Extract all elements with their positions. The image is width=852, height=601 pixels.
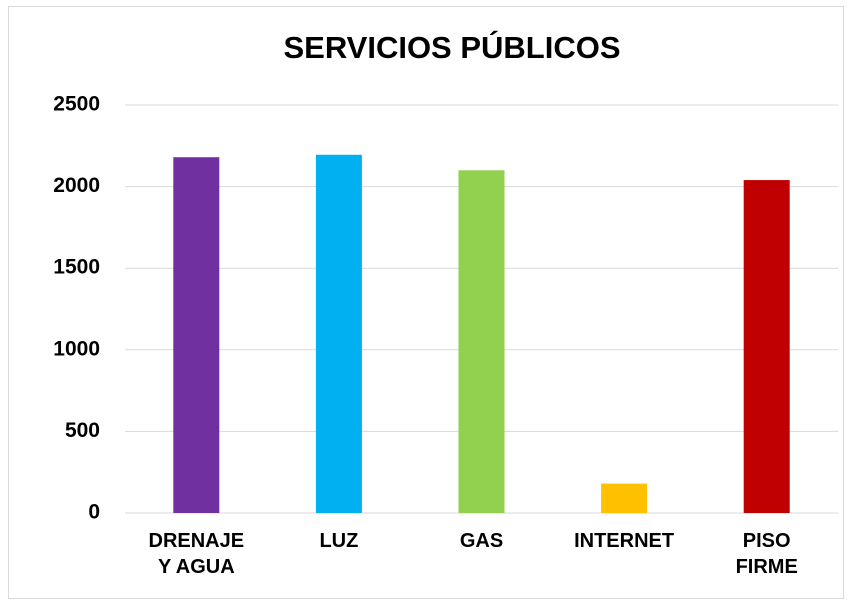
bar xyxy=(743,180,790,513)
y-tick-label: 2500 xyxy=(53,93,100,116)
y-tick-label: 1000 xyxy=(53,337,100,360)
x-tick-label: GAS xyxy=(459,530,504,552)
bar xyxy=(458,170,505,513)
y-tick-label: 500 xyxy=(65,419,100,442)
x-tick-label: DRENAJE Y AGUA xyxy=(148,530,245,578)
y-tick-label: 2000 xyxy=(53,174,100,197)
bar xyxy=(315,154,362,513)
chart-border xyxy=(8,6,844,599)
y-tick-label: 0 xyxy=(88,501,100,524)
x-tick-label: LUZ xyxy=(319,530,359,552)
bar xyxy=(173,157,220,513)
y-tick-label: 1500 xyxy=(53,256,100,279)
chart-title: SERVICIOS PÚBLICOS xyxy=(283,29,620,65)
bar xyxy=(601,483,648,513)
x-tick-label: PISO FIRME xyxy=(735,530,798,578)
x-tick-label: INTERNET xyxy=(574,530,675,552)
